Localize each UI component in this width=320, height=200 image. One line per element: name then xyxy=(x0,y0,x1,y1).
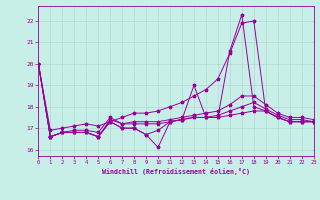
X-axis label: Windchill (Refroidissement éolien,°C): Windchill (Refroidissement éolien,°C) xyxy=(102,168,250,175)
